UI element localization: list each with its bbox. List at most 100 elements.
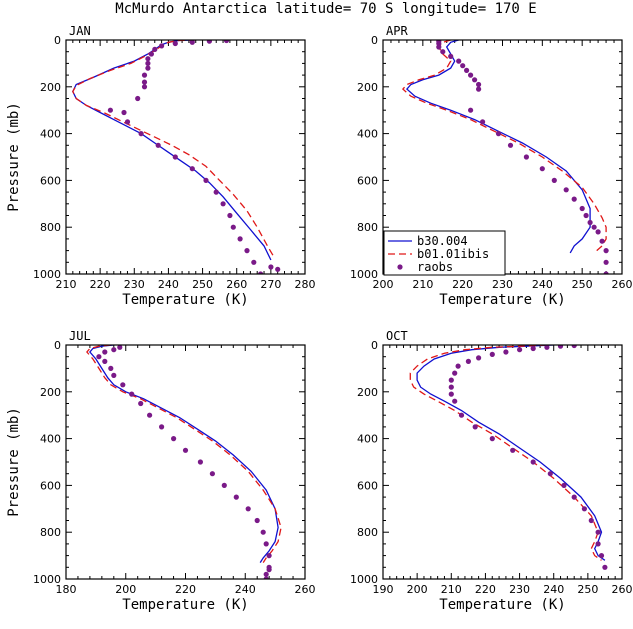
raobs-point <box>544 345 550 350</box>
raobs-point <box>145 56 151 62</box>
raobs-point <box>148 51 154 57</box>
series-line-b01-01ibis <box>72 40 275 258</box>
raobs-point <box>268 264 274 270</box>
y-tick-label: 0 <box>371 34 378 47</box>
raobs-point <box>495 131 502 137</box>
raobs-point <box>465 358 471 364</box>
raobs-point <box>489 351 495 357</box>
raobs-point <box>111 372 117 378</box>
plot-frame <box>382 344 623 580</box>
raobs-point <box>108 365 114 371</box>
y-axis-label: Pressure (mb) <box>6 102 22 212</box>
raobs-point <box>141 72 148 78</box>
series-line-b30-004 <box>416 345 606 561</box>
raobs-point <box>472 424 478 430</box>
raobs-point <box>603 259 609 265</box>
raobs-point <box>213 189 219 195</box>
raobs-point <box>440 49 446 55</box>
panel-jan: 210 220 230 240 250 260 270 280 0 200 400 600 800 100… <box>6 24 316 308</box>
raobs-point <box>448 377 454 383</box>
raobs-point <box>266 567 272 573</box>
raobs-point <box>517 347 523 353</box>
raobs-point <box>507 142 514 148</box>
x-tick-label: 220 <box>175 583 196 596</box>
raobs-point <box>107 107 113 113</box>
raobs-point <box>237 236 243 242</box>
plot-data <box>409 345 608 570</box>
raobs-point <box>539 166 545 172</box>
raobs-point <box>599 238 605 244</box>
y-tick-label: 0 <box>54 339 61 352</box>
x-tick-label: 230 <box>492 278 513 291</box>
raobs-point <box>263 571 269 577</box>
raobs-point <box>588 517 594 524</box>
panel-oct: 190 200 210 220 230 240 250 260 0 200 400 600 800 100… <box>350 329 633 613</box>
raobs-point <box>159 424 165 430</box>
raobs-point <box>275 266 281 272</box>
raobs-point <box>452 398 458 404</box>
raobs-point <box>436 44 442 50</box>
y-tick-label: 200 <box>40 386 61 399</box>
x-tick-label: 240 <box>532 278 553 291</box>
plot-data <box>72 40 281 274</box>
y-tick-label: 600 <box>40 174 61 187</box>
raobs-point <box>147 412 153 418</box>
raobs-point <box>203 177 209 183</box>
raobs-point <box>510 447 516 453</box>
plot-frame <box>65 39 306 275</box>
x-tick-label: 260 <box>612 278 633 291</box>
x-tick-label: 210 <box>56 278 77 291</box>
raobs-point <box>251 259 257 265</box>
raobs-point <box>221 482 227 488</box>
raobs-point <box>120 382 126 388</box>
raobs-point <box>448 384 454 390</box>
y-tick-label: 800 <box>357 221 378 234</box>
raobs-point <box>209 471 215 477</box>
x-tick-label: 210 <box>412 278 433 291</box>
x-tick-label: 190 <box>373 583 394 596</box>
raobs-point <box>468 72 474 78</box>
panel-label: OCT <box>386 329 408 343</box>
legend-entry: raobs <box>417 260 453 274</box>
raobs-point <box>102 349 108 355</box>
y-tick-label: 1000 <box>33 573 61 586</box>
raobs-point <box>260 529 266 535</box>
raobs-point <box>458 412 465 418</box>
raobs-point <box>171 436 177 442</box>
raobs-point <box>448 391 454 397</box>
raobs-point <box>448 53 454 60</box>
raobs-point <box>138 131 144 137</box>
raobs-point <box>595 541 601 547</box>
raobs-point <box>561 482 567 488</box>
raobs-point <box>233 494 239 500</box>
y-tick-label: 600 <box>357 174 378 187</box>
raobs-point <box>595 529 601 535</box>
x-tick-label: 230 <box>124 278 145 291</box>
y-tick-label: 800 <box>40 221 61 234</box>
raobs-point <box>456 58 462 64</box>
panel-label: APR <box>386 24 408 38</box>
x-tick-label: 220 <box>475 583 496 596</box>
raobs-point <box>152 46 158 53</box>
raobs-point <box>206 40 212 44</box>
raobs-point <box>172 40 178 47</box>
y-tick-label: 200 <box>357 81 378 94</box>
raobs-point <box>227 212 233 219</box>
x-tick-label: 180 <box>56 583 77 596</box>
raobs-point <box>263 576 269 579</box>
x-tick-label: 220 <box>90 278 111 291</box>
raobs-point <box>472 77 478 83</box>
raobs-point <box>571 196 577 202</box>
raobs-point <box>223 40 230 44</box>
raobs-point <box>96 354 102 360</box>
y-tick-label: 800 <box>40 526 61 539</box>
raobs-point <box>571 494 577 500</box>
x-tick-label: 250 <box>192 278 213 291</box>
raobs-point <box>159 43 165 49</box>
x-tick-label: 210 <box>441 583 462 596</box>
plot-frame <box>65 344 306 580</box>
raobs-point <box>476 355 482 361</box>
y-tick-label: 600 <box>357 479 378 492</box>
legend-entry: b01.01ibis <box>417 247 489 261</box>
raobs-point <box>476 81 482 88</box>
